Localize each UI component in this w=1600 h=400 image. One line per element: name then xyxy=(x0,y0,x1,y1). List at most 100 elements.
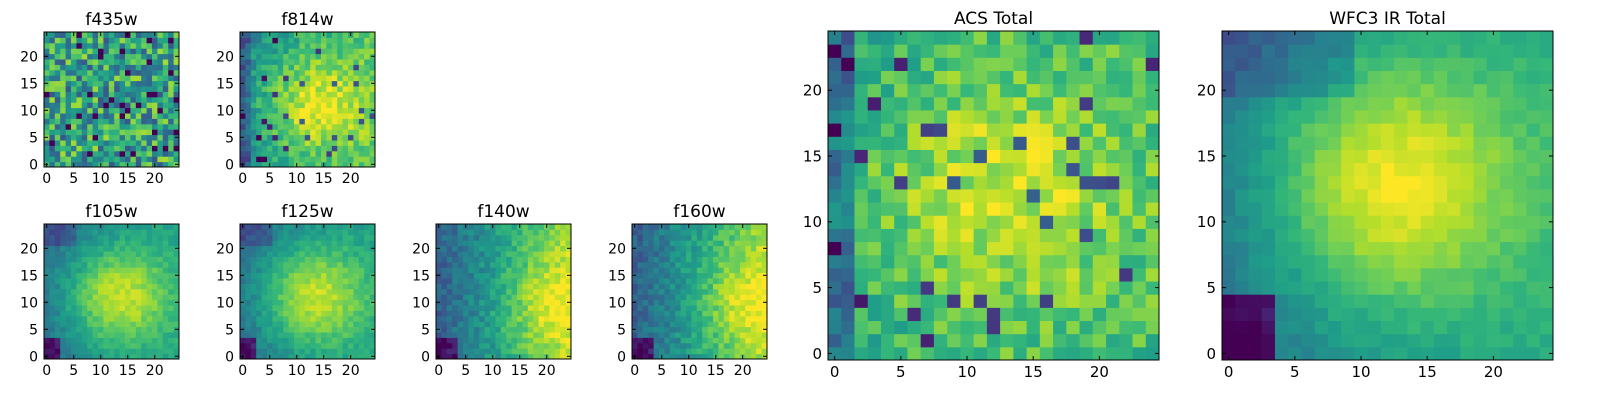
heatmap-cell xyxy=(119,80,126,87)
heatmap-cell xyxy=(1407,333,1422,348)
heatmap-cell xyxy=(1500,202,1514,216)
heatmap-cell xyxy=(828,333,842,348)
heatmap-cell xyxy=(1053,254,1067,269)
heatmap-cell xyxy=(446,305,453,311)
heatmap-cell xyxy=(60,267,67,274)
heatmap-cell xyxy=(261,102,268,109)
x-tick-label: 20 xyxy=(734,363,752,379)
heatmap-cell xyxy=(648,251,655,257)
heatmap-cell xyxy=(947,31,961,45)
heatmap-cell xyxy=(960,241,975,256)
heatmap-cell xyxy=(669,272,676,279)
y-tick-label: 5 xyxy=(225,130,234,146)
heatmap-cell xyxy=(60,315,67,322)
heatmap-cell xyxy=(125,299,131,306)
heatmap-cell xyxy=(87,107,94,114)
heatmap-cell xyxy=(894,228,908,243)
heatmap-cell xyxy=(947,136,961,150)
heatmap-cell xyxy=(65,348,72,355)
heatmap-cell xyxy=(65,59,72,65)
heatmap-cell xyxy=(288,326,295,333)
heatmap-cell xyxy=(1039,149,1054,164)
heatmap-cell xyxy=(734,353,741,360)
heatmap-cell xyxy=(146,129,153,136)
heatmap-cell xyxy=(353,107,360,114)
heatmap-cell xyxy=(331,321,338,328)
heatmap-cell xyxy=(729,267,736,274)
heatmap-cell xyxy=(337,161,344,168)
x-tick-label: 5 xyxy=(265,171,274,187)
heatmap-cell xyxy=(920,202,935,216)
heatmap-cell xyxy=(299,59,306,65)
heatmap-cell xyxy=(358,145,365,152)
heatmap-cell xyxy=(653,332,660,338)
heatmap-cell xyxy=(49,53,56,60)
heatmap-cell xyxy=(304,75,311,82)
heatmap-cell xyxy=(1526,202,1541,216)
heatmap-cell xyxy=(141,80,148,87)
heatmap-cell xyxy=(637,278,644,284)
heatmap-cell xyxy=(511,261,518,268)
heatmap-cell xyxy=(452,288,459,295)
heatmap-cell xyxy=(517,267,523,274)
heatmap-cell xyxy=(637,261,644,268)
heatmap-cell xyxy=(745,234,752,241)
heatmap-cell xyxy=(119,283,126,290)
heatmap-cell xyxy=(533,321,540,328)
heatmap-cell xyxy=(114,321,121,328)
heatmap-cell xyxy=(1248,241,1263,256)
heatmap-cell xyxy=(304,140,311,146)
heatmap-cell xyxy=(98,48,104,55)
heatmap-cell xyxy=(745,240,752,247)
heatmap-cell xyxy=(294,337,300,344)
heatmap-cell xyxy=(867,83,882,98)
heatmap-cell xyxy=(1132,162,1147,177)
heatmap-cell xyxy=(44,156,50,163)
heatmap-cell xyxy=(473,353,480,360)
heatmap-cell xyxy=(1000,188,1014,203)
heatmap-cell xyxy=(173,305,180,311)
heatmap-cell xyxy=(506,278,513,284)
heatmap-cell xyxy=(554,229,561,236)
heatmap-cell xyxy=(1394,254,1408,269)
heatmap-cell xyxy=(1380,241,1395,256)
heatmap-cell xyxy=(960,228,975,243)
heatmap-cell xyxy=(288,348,295,355)
heatmap-cell xyxy=(761,224,768,230)
heatmap-cell xyxy=(1092,175,1107,190)
heatmap-cell xyxy=(907,267,922,282)
heatmap-cell xyxy=(756,348,763,355)
heatmap-cell xyxy=(894,267,908,282)
heatmap-cell xyxy=(54,272,61,279)
heatmap-cell xyxy=(1314,188,1329,203)
heatmap-cell xyxy=(326,161,333,168)
heatmap-cell xyxy=(348,234,354,241)
heatmap-cell xyxy=(261,245,268,252)
heatmap-cell xyxy=(549,251,556,257)
heatmap-cell xyxy=(130,129,137,136)
heatmap-cell xyxy=(294,342,300,349)
heatmap-cell xyxy=(565,342,572,349)
heatmap-cell xyxy=(664,272,671,279)
heatmap-cell xyxy=(114,234,121,241)
heatmap-cell xyxy=(369,321,376,328)
heatmap-cell xyxy=(691,267,698,274)
heatmap-cell xyxy=(522,224,529,230)
heatmap-cell xyxy=(267,240,273,247)
heatmap-cell xyxy=(1420,228,1435,243)
heatmap-cell xyxy=(54,53,61,60)
heatmap-cell xyxy=(554,332,561,338)
heatmap-cell xyxy=(283,348,290,355)
heatmap-cell xyxy=(538,245,545,252)
heatmap-cell xyxy=(702,332,709,338)
heatmap-cell xyxy=(81,140,88,146)
heatmap-cell xyxy=(240,283,246,290)
heatmap-cell xyxy=(358,288,365,295)
heatmap-cell xyxy=(452,315,459,322)
heatmap-cell xyxy=(54,69,61,76)
heatmap-cell xyxy=(560,256,567,263)
heatmap-cell xyxy=(76,129,83,136)
heatmap-cell xyxy=(533,251,540,257)
heatmap-cell xyxy=(495,288,502,295)
